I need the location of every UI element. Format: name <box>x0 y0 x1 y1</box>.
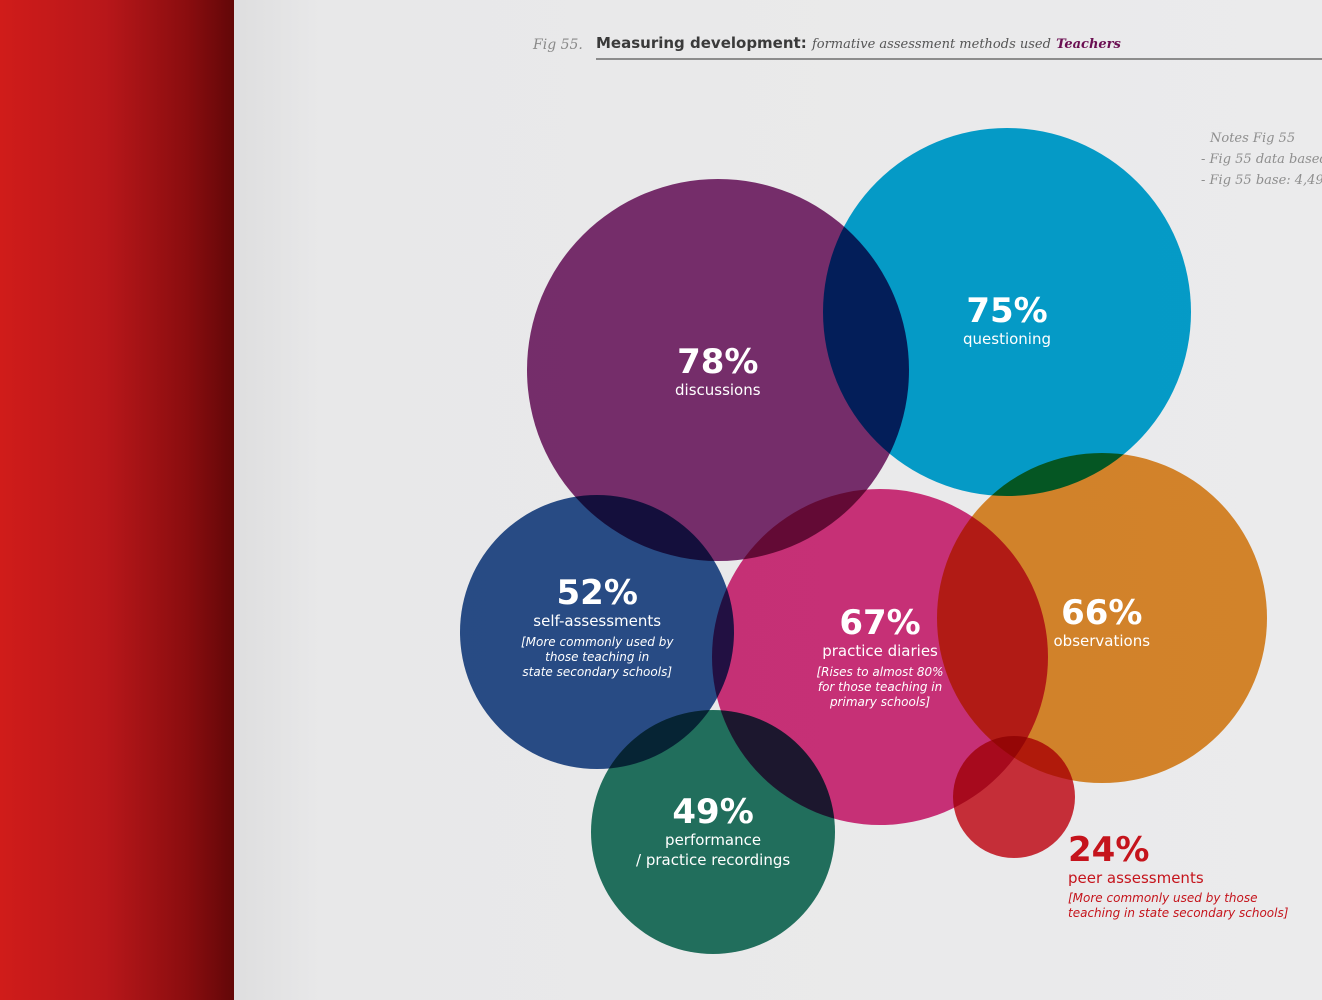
figure-subtitle: formative assessment methods used <box>811 37 1051 52</box>
bubble-category: peer assessments <box>1068 869 1204 887</box>
bubble-category: observations <box>1053 632 1151 650</box>
bubble-label-discussions: 78% discussions <box>675 344 761 400</box>
bubble-category: practice diaries <box>822 642 938 660</box>
figure-audience: Teachers <box>1056 37 1121 52</box>
bubble-discussions <box>527 179 909 561</box>
notes-line: - Fig 55 data based <box>1201 152 1322 167</box>
bubble-label-observations: 66% observations <box>1054 595 1151 651</box>
bubble-questioning <box>823 128 1191 496</box>
bubble-category: performance / practice recordings <box>636 831 791 869</box>
bubble-category: discussions <box>675 381 761 399</box>
bubble-value: 75% <box>966 291 1048 331</box>
bubble-practice-diaries <box>712 489 1048 825</box>
figure-notes: Notes Fig 55 - Fig 55 data based - Fig 5… <box>1201 128 1322 191</box>
bubble-label-questioning: 75% questioning <box>963 293 1051 349</box>
bubble-value: 24% <box>1068 830 1150 870</box>
bubble-note: [More commonly used by those teaching in… <box>1068 891 1289 920</box>
figure-number: Fig 55. <box>533 37 583 53</box>
bubble-self-assessments <box>460 495 734 769</box>
bubble-label-peer-assessments: 24% peer assessments [More commonly used b… <box>1068 832 1288 921</box>
bubble-note: [Rises to almost 80% for those teaching … <box>816 665 944 709</box>
bubble-label-self-assessments: 52% self-assessments [More commonly used b… <box>521 575 673 680</box>
bubble-label-performance: 49% performance / practice recordings <box>636 794 790 870</box>
bubble-value: 49% <box>672 792 754 832</box>
bubble-category: questioning <box>963 330 1052 348</box>
figure-title: Measuring development: formative assessm… <box>596 34 1121 52</box>
bubble-value: 67% <box>839 603 921 643</box>
bubble-value: 66% <box>1061 593 1143 633</box>
bubble-value: 78% <box>677 342 759 382</box>
figure-title-main: Measuring development: <box>596 34 807 52</box>
bubble-note: [More commonly used by those teaching in… <box>521 635 674 679</box>
notes-line: - Fig 55 base: 4,49 <box>1201 173 1322 188</box>
bubble-label-practice-diaries: 67% practice diaries [Rises to almost 80% … <box>817 605 944 710</box>
figure-rule <box>596 58 1322 60</box>
book-spine <box>0 0 234 1000</box>
bubble-value: 52% <box>556 573 638 613</box>
bubble-category: self-assessments <box>533 612 662 630</box>
bubble-peer-assessments <box>953 736 1075 858</box>
notes-heading: Notes Fig 55 <box>1210 131 1296 146</box>
bubble-performance <box>591 710 835 954</box>
